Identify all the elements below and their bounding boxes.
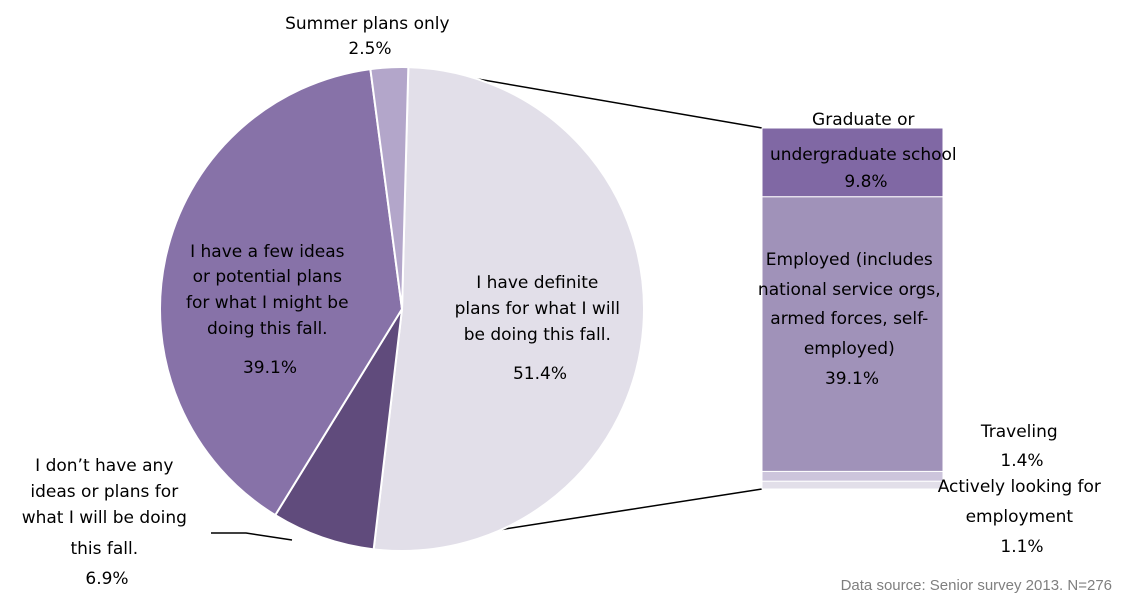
label-definite-plans: I have definite plans for what I will be…: [455, 273, 626, 384]
stacked-bar: [761, 127, 944, 490]
label-summer-plans: Summer plans only 2.5%: [285, 14, 455, 59]
pie-slice-definite-plans: [372, 66, 645, 552]
leader-line-no-plans: [211, 532, 293, 541]
pie-slice-no-plans: [273, 308, 403, 551]
bar-segment-employed: [761, 196, 944, 472]
label-employed: Employed (includes national service orgs…: [758, 250, 946, 389]
label-looking-employment: Actively looking for employment 1.1%: [938, 477, 1107, 557]
pie-slice-few-ideas: [159, 67, 404, 517]
label-graduate-school: Graduate or undergraduate school 9.8%: [770, 110, 962, 192]
bar-segment-traveling: [761, 470, 944, 482]
pie-slice-summer-plans: [369, 66, 410, 310]
bar-segment-looking-employment: [761, 480, 944, 490]
bar-segment-graduate-school: [761, 127, 944, 198]
pie: [159, 66, 645, 552]
label-no-plans: I don’t have any ideas or plans for what…: [22, 456, 193, 589]
label-few-ideas: I have a few ideas or potential plans fo…: [186, 242, 354, 378]
label-traveling: Traveling 1.4%: [980, 422, 1063, 471]
source-note: Data source: Senior survey 2013. N=276: [841, 577, 1112, 594]
